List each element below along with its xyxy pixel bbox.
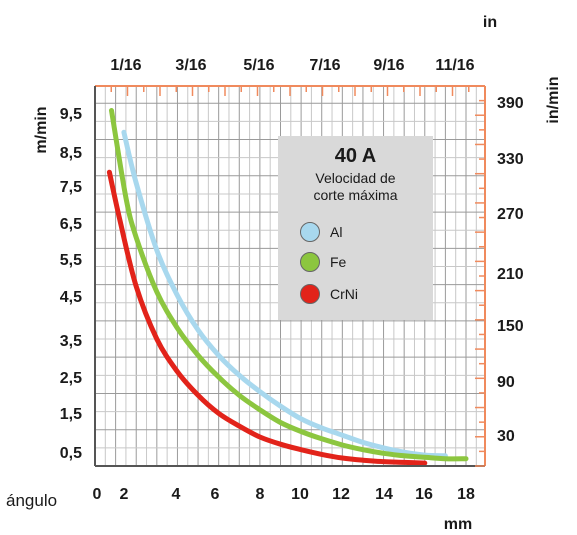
x-bottom-axis-title: mm [444,516,472,533]
tick-labels: 0 2 4 6 8 10 12 14 16 18 1/16 3/16 5/16 7/16 9/16 11/16… [60,57,524,503]
y-right-tick-label: 90 [497,374,515,391]
x-top-tick-label: 7/16 [309,57,340,74]
y-left-tick-label: 2,5 [60,370,82,387]
y-right-axis-title: in/min [545,76,562,123]
y-left-tick-label: 1,5 [60,406,82,423]
x-bottom-tick-label: 6 [211,486,220,503]
legend-item-fe: Fe [300,250,346,274]
y-left-tick-label: 0,5 [60,445,82,462]
x-bottom-tick-label: 10 [291,486,309,503]
x-bottom-tick-label: 2 [120,486,129,503]
series-line-fe [109,108,469,462]
legend-box: 40 A Velocidad de corte máxima Al Fe CrNi [278,136,433,320]
x-top-tick-label: 9/16 [373,57,404,74]
x-bottom-tick-label: 14 [375,486,393,503]
y-right-tick-label: 390 [497,95,524,112]
y-left-tick-label: 4,5 [60,289,82,306]
y-right-tick-label: 210 [497,266,524,283]
series-line-crni [106,169,428,466]
legend-label: CrNi [330,286,358,302]
legend-item-crni: CrNi [300,282,358,306]
x-bottom-tick-label: 16 [415,486,433,503]
y-right-tick-label: 270 [497,206,524,223]
chart-subtitle-line: corte máxima [313,187,398,203]
y-left-tick-label: 7,5 [60,179,82,196]
y-left-tick-label: 5,5 [60,252,82,269]
y-left-tick-label: 8,5 [60,145,82,162]
series-line-al [121,129,448,459]
chart-subtitle-line: Velocidad de [315,170,396,186]
x-top-tick-label: 5/16 [243,57,274,74]
x-bottom-tick-label: 8 [256,486,265,503]
chart-title: 40 A [334,145,377,167]
y-left-tick-label: 3,5 [60,333,82,350]
x-top-tick-label: 11/16 [435,57,474,74]
axis-ticks [110,86,486,467]
legend-item-al: Al [300,220,342,244]
legend-swatch [300,252,320,272]
corner-label: ángulo [6,491,57,510]
y-right-tick-label: 150 [497,318,524,335]
y-left-tick-label: 9,5 [60,106,82,123]
y-right-tick-label: 330 [497,151,524,168]
x-top-tick-label: 3/16 [175,57,206,74]
x-bottom-tick-label: 18 [457,486,475,503]
chart-subtitle: Velocidad de corte máxima [278,170,433,204]
x-bottom-tick-label: 4 [172,486,181,503]
y-left-axis-title: m/min [33,106,50,153]
x-bottom-tick-label: 0 [93,486,102,503]
y-right-tick-label: 30 [497,428,515,445]
legend-swatch [300,284,320,304]
x-top-axis-title: in [483,14,497,31]
series-layer [106,108,469,466]
x-bottom-tick-label: 12 [332,486,350,503]
x-top-tick-label: 1/16 [110,57,141,74]
legend-label: Al [330,224,343,240]
legend-label: Fe [330,254,347,270]
y-left-tick-label: 6,5 [60,216,82,233]
legend-swatch [300,222,320,242]
